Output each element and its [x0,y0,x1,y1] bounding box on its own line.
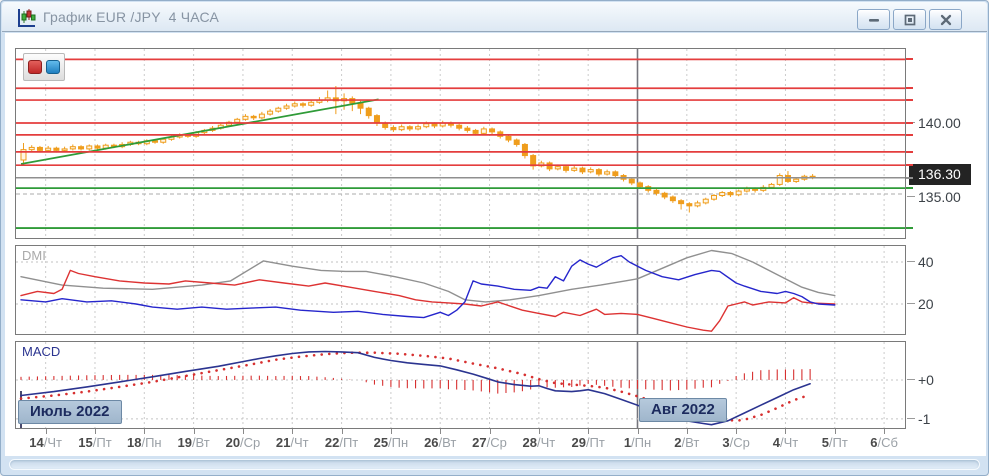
date-tick-label: 25/Пн [373,435,409,450]
chart-mini-toolbar [23,53,65,81]
date-axis: 14/Чт 15/Пт 18/Пн 19/Вт 20/Ср 21/Чт 22/Пт 25/Пн… [15,429,906,453]
month-badge-august: Авг 2022 [639,398,727,422]
candlestick-chart-icon [18,9,36,27]
level-axis-tick [906,58,913,61]
date-axis-tick [193,429,195,434]
titlebar[interactable]: График EUR /JPY 4 ЧАСА [2,2,987,32]
month-badge-july: Июль 2022 [18,400,122,424]
current-price-badge: 136.30 [909,164,971,185]
date-axis-tick [144,429,146,434]
date-tick-label: 20/Ср [225,435,261,450]
level-axis-tick [906,187,913,190]
window-controls [857,9,962,30]
horizontal-scrollbar [5,456,986,473]
date-axis-tick [45,429,47,434]
close-icon [940,14,951,25]
date-tick-label: 6/Сб [870,435,898,450]
date-tick-label: 5/Пт [821,435,848,450]
scrollbar-track[interactable] [9,459,980,470]
date-axis-tick [736,429,738,434]
date-axis-tick [390,429,392,434]
date-tick-label: 21/Чт [275,435,309,450]
macd-histogram [20,369,811,394]
level-axis-tick [906,99,913,102]
date-tick-label: 29/Пт [571,435,605,450]
date-axis-tick [440,429,442,434]
date-tick-label: 15/Пт [78,435,112,450]
level-axis-tick [906,176,913,179]
macd-axis-zero: +0 [918,372,934,388]
level-axis-tick [906,164,913,167]
date-tick-label: 22/Пт [324,435,359,450]
level-axis-tick [906,87,913,90]
date-tick-label: 28/Чт [522,435,556,450]
restore-icon [904,14,915,25]
level-axis-tick [906,122,913,124]
date-axis-tick [785,429,787,434]
date-tick-label: 4/Чт [772,435,799,450]
macd-indicator-panel[interactable] [15,341,906,429]
level-axis-tick [906,133,913,136]
date-tick-label: 3/Ср [722,435,750,450]
date-axis-tick [94,429,96,434]
axis-tick [907,303,915,304]
axis-tick [907,379,915,380]
price-chart-panel[interactable] [15,48,906,239]
level-axis-tick [906,150,913,153]
minimize-icon [868,18,879,22]
date-tick-label: 26/Вт [424,435,457,450]
dmi-pane-label: DMI [22,248,46,263]
date-tick-label: 2/Вт [674,435,700,450]
date-axis-tick [588,429,590,434]
date-axis-tick [884,429,886,434]
date-axis-tick [341,429,343,434]
date-axis-tick [834,429,836,434]
macd-pane-label: MACD [22,344,61,359]
date-tick-label: 19/Вт [177,435,210,450]
date-axis-tick [489,429,491,434]
date-tick-label: 27/Ср [472,435,507,450]
date-tick-label: 1/Пн [623,435,652,450]
minimize-button[interactable] [857,9,890,30]
date-axis-tick [242,429,244,434]
price-label-lower: 135.00 [918,189,961,205]
restore-button[interactable] [893,9,926,30]
price-label-upper: 140.00 [918,115,961,131]
dmi-indicator-panel[interactable] [15,245,906,335]
window-title: График EUR /JPY 4 ЧАСА [43,9,220,25]
dmi-axis-upper: 40 [918,254,934,270]
date-axis-tick [538,429,540,434]
axis-tick [907,418,915,419]
close-button[interactable] [929,9,962,30]
macd-axis-minus: -1 [918,411,931,427]
date-axis-tick [292,429,294,434]
date-tick-label: 14/Чт [29,435,63,450]
red-marker-tool-button[interactable] [28,60,42,74]
date-axis-tick [637,429,639,434]
date-tick-label: 18/Пн [126,435,162,450]
level-axis-tick [906,227,913,230]
trendline [20,98,379,165]
axis-tick [907,196,915,197]
date-axis-tick [686,429,688,434]
axis-tick [907,261,915,262]
blue-marker-tool-button[interactable] [46,60,60,74]
dmi-axis-lower: 20 [918,296,934,312]
